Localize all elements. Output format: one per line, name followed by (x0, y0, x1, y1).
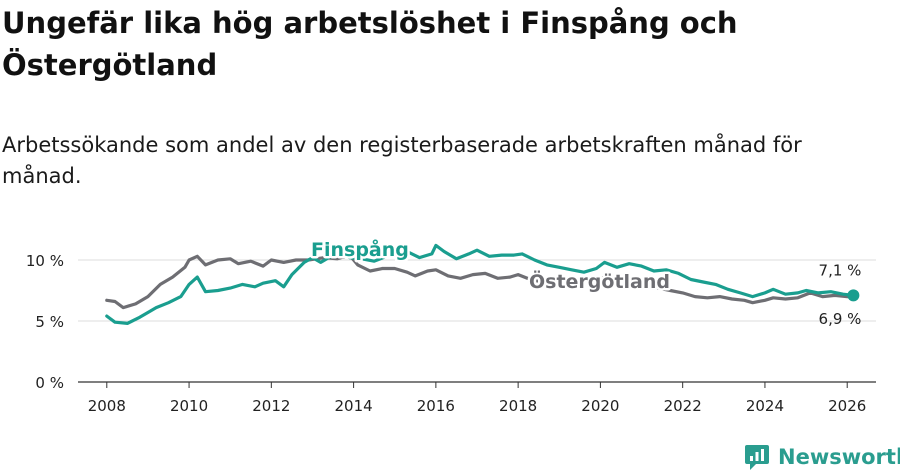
x-tick-label: 2020 (581, 397, 619, 415)
y-tick-label: 0 % (35, 374, 64, 392)
finspang-end-marker (847, 289, 860, 302)
y-tick-label: 10 % (26, 252, 64, 270)
x-tick-label: 2012 (252, 397, 290, 415)
finspang-end-value: 7,1 % (819, 261, 862, 279)
x-tick-label: 2016 (417, 397, 455, 415)
brand-name: Newsworthy (778, 445, 900, 469)
x-tick-label: 2026 (828, 397, 866, 415)
series-line-finspang (105, 243, 855, 325)
x-tick-label: 2022 (664, 397, 702, 415)
series-lines (105, 243, 860, 325)
series-line-ostergotland (105, 253, 855, 310)
series-label-ostergotland-halo: Östergötland (529, 269, 670, 293)
series-label-finspang-text: Finspång (311, 237, 409, 261)
x-tick-label: 2024 (746, 397, 784, 415)
chart-title: Ungefär lika hög arbetslöshet i Finspång… (2, 6, 738, 82)
x-tick-label: 2018 (499, 397, 537, 415)
series-label-ostergotland-text: Östergötland (529, 269, 670, 293)
chart-subtitle: Arbetssökande som andel av den registerb… (2, 133, 802, 188)
newsworthy-logo-icon (745, 445, 769, 470)
x-tick-label: 2008 (88, 397, 126, 415)
y-tick-label: 5 % (35, 313, 64, 331)
axes: 0 % 5 % 10 % 2008 2010 2012 2014 2016 2018 2020 20… (26, 252, 876, 415)
x-tick-label: 2014 (335, 397, 373, 415)
x-tick-label: 2010 (170, 397, 208, 415)
grid-lines (78, 259, 876, 322)
ostergotland-end-value: 6,9 % (819, 310, 862, 328)
newsworthy-brand[interactable]: Newsworthy (744, 441, 900, 473)
series-label-finspang-halo: Finspång (311, 237, 409, 261)
